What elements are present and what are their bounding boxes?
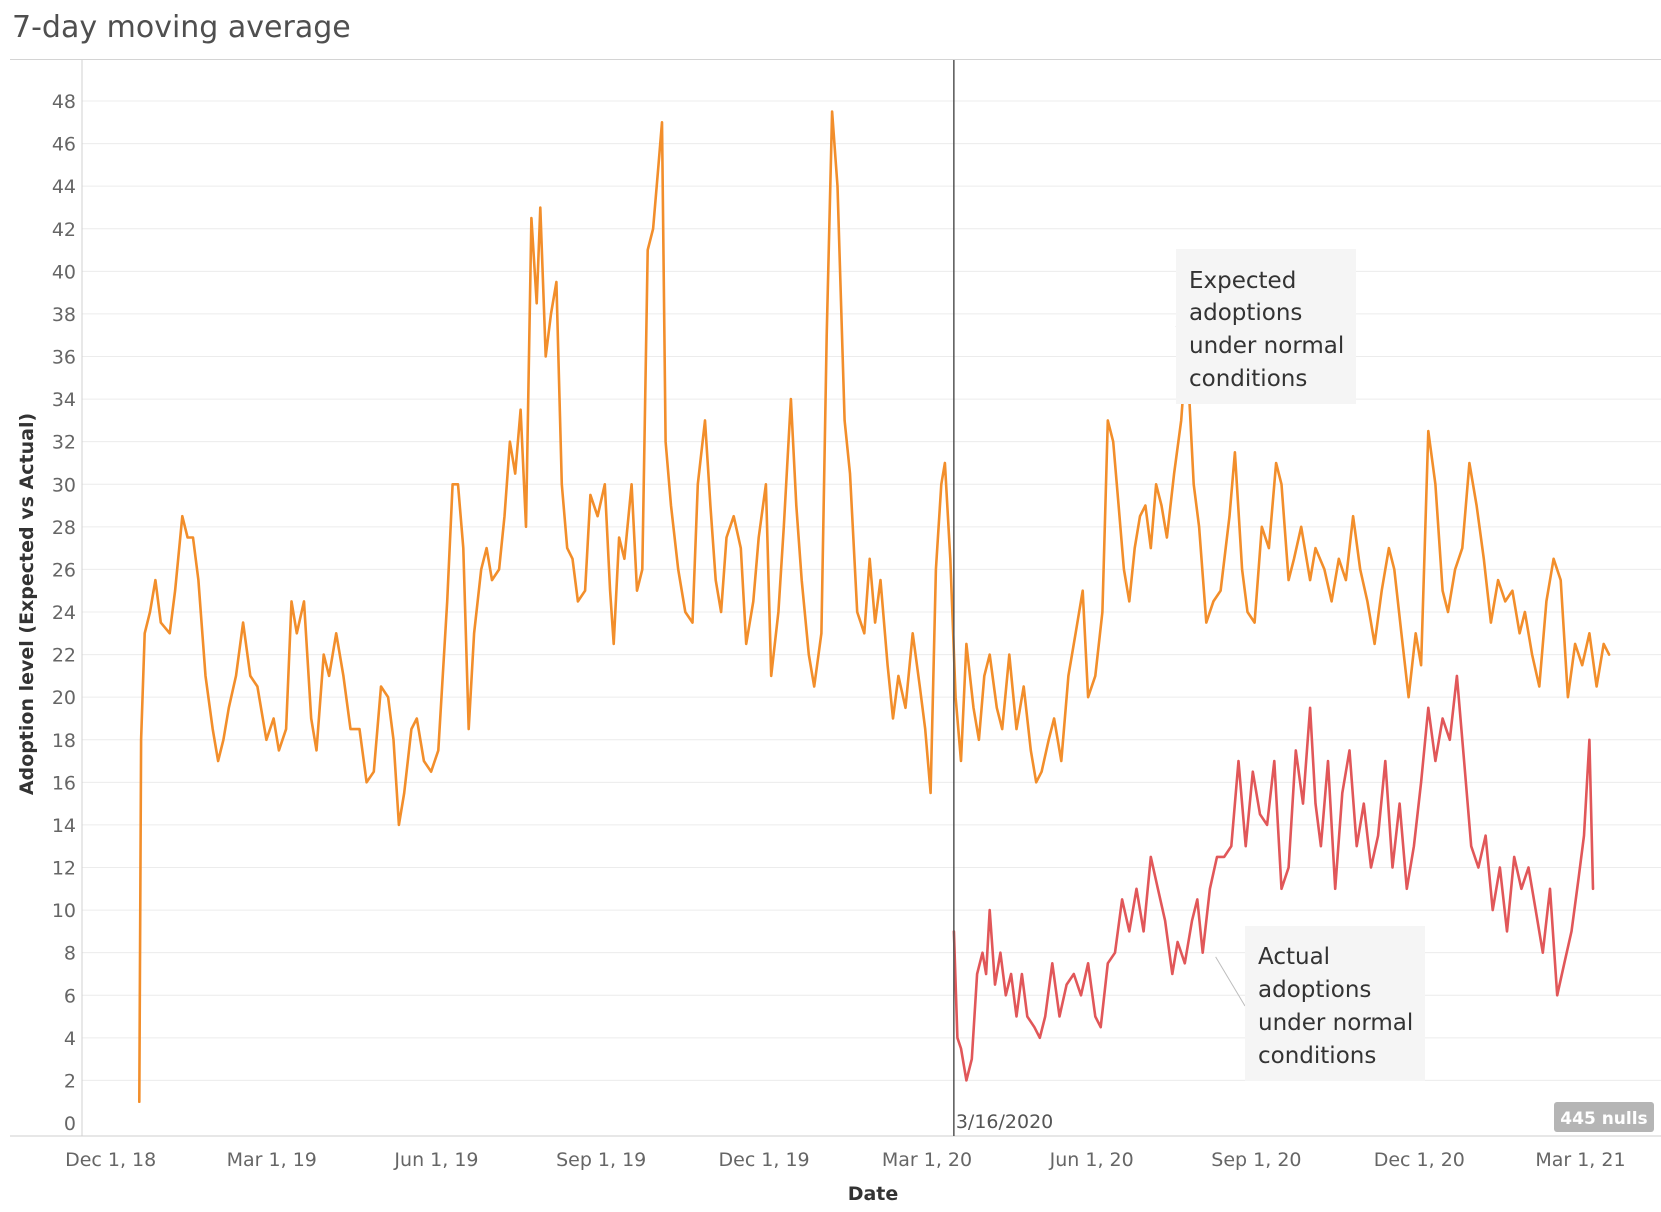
y-tick-label: 30 <box>52 474 76 496</box>
actual-series-line[interactable] <box>952 674 1595 1082</box>
y-tick-label: 36 <box>52 347 76 369</box>
x-tick-label: Dec 1, 19 <box>719 1149 810 1171</box>
chart-title: 7-day moving average <box>12 10 351 45</box>
annotations: Expected adoptions under normal conditio… <box>1175 249 1425 1081</box>
x-tick-label: Mar 1, 21 <box>1535 1149 1625 1171</box>
annotation-line: adoptions <box>1189 300 1302 326</box>
annotation-line: under normal <box>1258 1010 1413 1036</box>
y-tick-label: 34 <box>52 389 76 411</box>
annotation-actual: Actual adoptions under normal conditions <box>1215 926 1425 1081</box>
x-tick-label: Sep 1, 19 <box>556 1149 646 1171</box>
annotation-expected: Expected adoptions under normal conditio… <box>1175 249 1356 404</box>
y-tick-label: 16 <box>52 772 76 794</box>
reference-line-group: 3/16/2020 <box>953 60 1053 1136</box>
x-tick-label: Sep 1, 20 <box>1211 1149 1301 1171</box>
y-tick-label: 40 <box>52 261 76 283</box>
y-tick-label: 8 <box>64 943 76 965</box>
y-tick-label: 10 <box>52 900 76 922</box>
annotation-line: conditions <box>1258 1043 1376 1069</box>
y-tick-label: 6 <box>64 985 76 1007</box>
annotation-box <box>1245 926 1425 1081</box>
y-tick-label: 26 <box>52 559 76 581</box>
y-tick-label: 42 <box>52 219 76 241</box>
null-badge-label: 445 nulls <box>1560 1109 1647 1129</box>
y-tick-label: 24 <box>52 602 76 624</box>
annotation-leader-line <box>1215 956 1246 1007</box>
x-tick-label: Jun 1, 19 <box>393 1149 478 1171</box>
x-axis-ticks: Dec 1, 18 Mar 1, 19 Jun 1, 19 Sep 1, 19 Dec … <box>65 1149 1625 1171</box>
x-tick-label: Dec 1, 18 <box>65 1149 156 1171</box>
null-badge-background <box>1554 1102 1654 1132</box>
reference-line-label: 3/16/2020 <box>956 1111 1053 1133</box>
title-divider <box>10 59 1661 60</box>
y-tick-label: 18 <box>52 730 76 752</box>
x-tick-label: Mar 1, 19 <box>227 1149 317 1171</box>
y-tick-label: 38 <box>52 304 76 326</box>
annotation-line: under normal <box>1189 333 1344 359</box>
annotation-line: Expected <box>1189 268 1296 294</box>
y-tick-label: 48 <box>52 91 76 113</box>
x-tick-label: Dec 1, 20 <box>1374 1149 1465 1171</box>
y-tick-label: 14 <box>52 815 76 837</box>
y-tick-label: 2 <box>64 1070 76 1092</box>
annotation-line: adoptions <box>1258 977 1371 1003</box>
y-tick-label: 28 <box>52 517 76 539</box>
y-tick-label: 22 <box>52 645 76 667</box>
y-axis-title: Adoption level (Expected vs Actual) <box>16 413 38 795</box>
annotation-line: conditions <box>1189 366 1307 392</box>
y-tick-label: 44 <box>52 176 76 198</box>
y-tick-label: 12 <box>52 858 76 880</box>
y-tick-label: 0 <box>64 1113 76 1135</box>
x-tick-label: Jun 1, 20 <box>1049 1149 1134 1171</box>
y-tick-label: 46 <box>52 134 76 156</box>
annotation-line: Actual <box>1258 944 1330 970</box>
y-tick-label: 20 <box>52 687 76 709</box>
y-axis-ticks: 0246810121416182022242628303234363840424… <box>52 91 76 1135</box>
null-count-badge[interactable]: 445 nulls <box>1554 1102 1654 1132</box>
y-tick-label: 32 <box>52 432 76 454</box>
series-lines <box>138 110 1611 1103</box>
annotation-box <box>1176 249 1356 404</box>
y-tick-label: 4 <box>64 1028 76 1050</box>
x-tick-label: Mar 1, 20 <box>882 1149 972 1171</box>
x-axis-title: Date <box>848 1183 899 1205</box>
expected-series-line[interactable] <box>138 110 1611 1103</box>
